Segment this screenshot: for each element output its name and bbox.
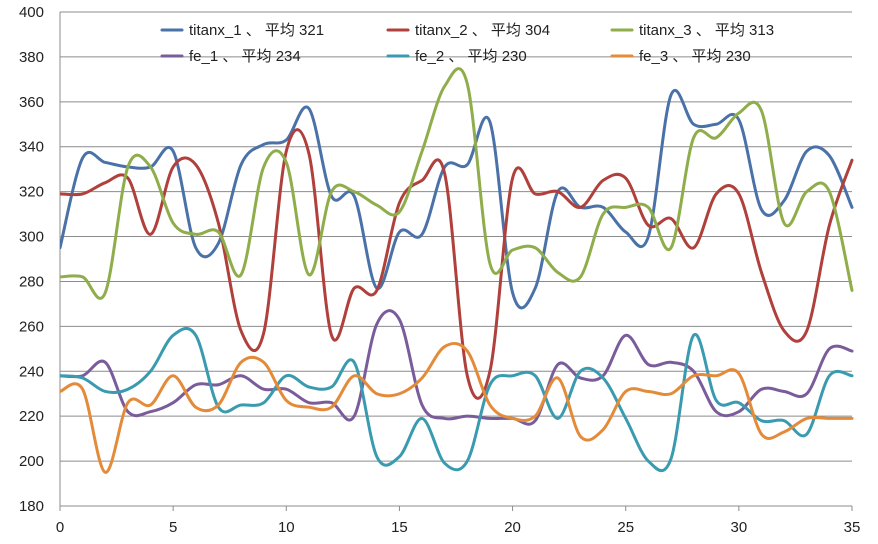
series-line-1 — [60, 89, 854, 310]
y-tick-label: 200 — [19, 453, 44, 470]
y-tick-label: 400 — [19, 4, 44, 21]
x-tick-label: 30 — [731, 519, 748, 536]
y-tick-label: 380 — [19, 49, 44, 66]
y-tick-label: 360 — [19, 94, 44, 111]
x-tick-label: 25 — [617, 519, 634, 536]
legend-label: fe_3 、 平均 230 — [639, 48, 751, 65]
series-line-3 — [60, 67, 854, 300]
legend-label: titanx_1 、 平均 321 — [189, 22, 324, 39]
y-tick-label: 220 — [19, 408, 44, 425]
x-tick-label: 15 — [391, 519, 408, 536]
x-tick-label: 5 — [169, 519, 177, 536]
legend-label: titanx_2 、 平均 304 — [415, 22, 550, 39]
legend: titanx_1 、 平均 321 titanx_2 、 平均 304 titanx… — [160, 22, 774, 65]
y-tick-labels: 180 200 220 240 260 280 300 320 340 360 380 400 — [19, 4, 44, 515]
legend-item: fe_3 、 平均 230 — [610, 48, 751, 65]
series-lines — [60, 67, 854, 474]
legend-item: titanx_1 、 平均 321 — [160, 22, 324, 39]
x-tick-label: 20 — [504, 519, 521, 536]
x-tick-labels: 0 5 10 15 20 25 30 35 — [56, 519, 861, 536]
series-line-6 — [60, 341, 854, 474]
legend-item: titanx_2 、 平均 304 — [386, 22, 550, 39]
x-tick-label: 35 — [844, 519, 861, 536]
y-tick-label: 340 — [19, 139, 44, 156]
legend-label: fe_2 、 平均 230 — [415, 48, 527, 65]
series-line-4 — [60, 309, 854, 426]
x-tick-label: 0 — [56, 519, 64, 536]
legend-label: titanx_3 、 平均 313 — [639, 22, 774, 39]
legend-item: titanx_3 、 平均 313 — [610, 22, 774, 39]
y-tick-label: 180 — [19, 498, 44, 515]
x-tick-label: 10 — [278, 519, 295, 536]
series-line-2 — [60, 128, 854, 400]
y-tick-label: 320 — [19, 184, 44, 201]
series-line-5 — [60, 327, 854, 473]
y-tick-label: 260 — [19, 318, 44, 335]
y-tick-label: 240 — [19, 363, 44, 380]
legend-label: fe_1 、 平均 234 — [189, 48, 301, 65]
legend-item: fe_2 、 平均 230 — [386, 48, 527, 65]
axes — [59, 12, 853, 511]
y-tick-label: 300 — [19, 229, 44, 246]
legend-item: fe_1 、 平均 234 — [160, 48, 301, 65]
y-tick-label: 280 — [19, 273, 44, 290]
